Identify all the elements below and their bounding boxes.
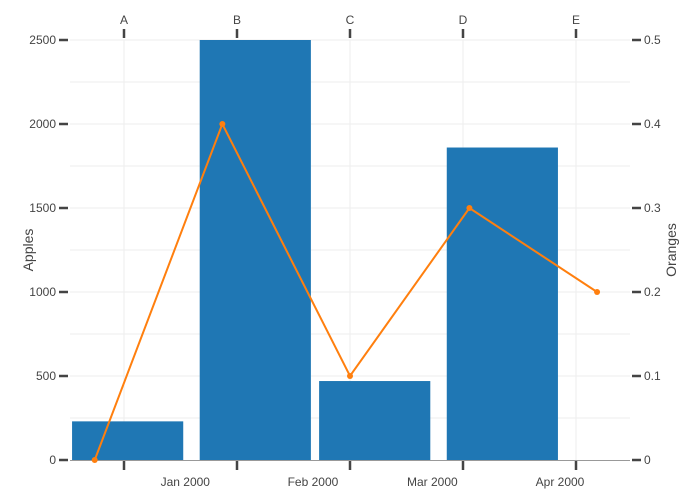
oranges-point xyxy=(219,121,226,127)
date-tick-label: Apr 2000 xyxy=(536,475,585,489)
labels: 0 500 1000 1500 2000 2500 0 0.1 0.2 0.3 0.4 0.5 A B C D… xyxy=(29,13,661,489)
date-tick-label: Mar 2000 xyxy=(407,475,458,489)
apples-bar xyxy=(446,147,558,460)
oranges-axis-title: Oranges xyxy=(663,223,679,277)
apples-axis-title: Apples xyxy=(20,229,36,272)
category-label: A xyxy=(120,13,128,27)
category-label: E xyxy=(572,13,580,27)
apples-bar xyxy=(319,381,431,460)
apples-tick-label: 2500 xyxy=(29,33,56,47)
apples-tick-label: 500 xyxy=(36,369,56,383)
date-tick-label: Feb 2000 xyxy=(288,475,339,489)
oranges-point xyxy=(91,457,98,463)
axes xyxy=(59,29,641,470)
apples-tick-label: 2000 xyxy=(29,117,56,131)
oranges-tick-label: 0.1 xyxy=(644,369,661,383)
oranges-point xyxy=(466,205,473,211)
oranges-tick-label: 0.5 xyxy=(644,33,661,47)
category-label: D xyxy=(459,13,468,27)
apples-tick-label: 1500 xyxy=(29,201,56,215)
category-label: C xyxy=(346,13,355,27)
apples-bars xyxy=(72,40,558,460)
oranges-tick-label: 0.4 xyxy=(644,117,661,131)
date-tick-label: Jan 2000 xyxy=(161,475,211,489)
oranges-point xyxy=(347,373,353,379)
apples-tick-label: 0 xyxy=(49,453,56,467)
oranges-tick-label: 0 xyxy=(644,453,651,467)
apples-tick-label: 1000 xyxy=(29,285,56,299)
oranges-line xyxy=(91,121,601,463)
category-label: B xyxy=(233,13,241,27)
apples-bar xyxy=(199,40,311,460)
oranges-point xyxy=(594,289,601,295)
oranges-tick-label: 0.2 xyxy=(644,285,661,299)
oranges-tick-label: 0.3 xyxy=(644,201,661,215)
apples-bar xyxy=(72,421,184,460)
